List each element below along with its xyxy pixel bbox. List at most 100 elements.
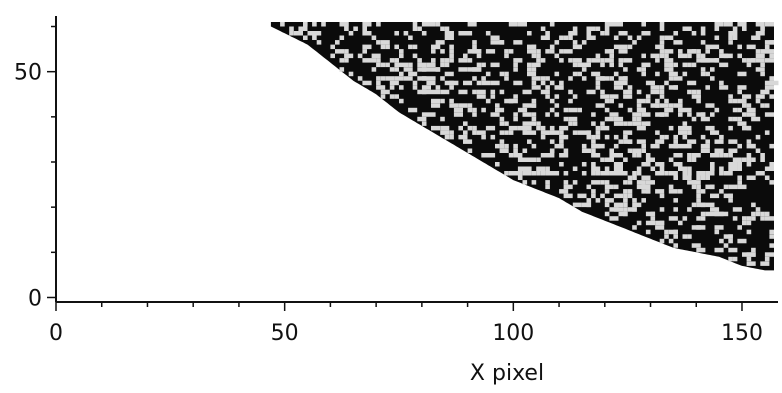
noise-pixel bbox=[563, 49, 573, 54]
noise-pixel bbox=[746, 220, 752, 226]
noise-pixel bbox=[591, 58, 601, 63]
noise-pixel bbox=[591, 134, 596, 140]
noise-pixel bbox=[682, 121, 688, 126]
noise-pixel bbox=[668, 157, 674, 162]
noise-pixel bbox=[399, 98, 404, 104]
noise-pixel bbox=[687, 153, 692, 158]
noise-pixel bbox=[668, 85, 678, 90]
noise-pixel bbox=[463, 130, 468, 135]
noise-pixel bbox=[728, 153, 733, 158]
noise-pixel bbox=[394, 62, 399, 68]
noise-pixel bbox=[696, 171, 706, 176]
noise-pixel bbox=[421, 31, 427, 36]
noise-pixel bbox=[691, 225, 701, 230]
noise-pixel bbox=[769, 143, 774, 149]
noise-pixel bbox=[490, 35, 496, 40]
noise-pixel bbox=[737, 85, 747, 90]
noise-pixel bbox=[760, 62, 765, 68]
noise-pixel bbox=[554, 143, 564, 149]
noise-pixel bbox=[568, 116, 578, 122]
noise-pixel bbox=[623, 130, 633, 135]
noise-pixel bbox=[513, 148, 518, 153]
noise-pixel bbox=[472, 112, 477, 117]
noise-pixel bbox=[700, 112, 706, 117]
noise-pixel bbox=[632, 202, 642, 208]
noise-pixel bbox=[522, 103, 528, 108]
noise-pixel bbox=[490, 125, 496, 131]
noise-pixel bbox=[641, 162, 646, 167]
noise-pixel bbox=[668, 143, 678, 149]
noise-pixel bbox=[394, 67, 399, 72]
noise-pixel bbox=[655, 71, 660, 77]
noise-pixel bbox=[618, 211, 628, 217]
noise-pixel bbox=[705, 58, 710, 63]
noise-pixel bbox=[664, 107, 674, 113]
noise-pixel bbox=[472, 130, 477, 135]
noise-pixel bbox=[641, 148, 646, 153]
noise-pixel bbox=[769, 162, 774, 167]
noise-pixel bbox=[435, 40, 445, 45]
noise-pixel bbox=[609, 157, 614, 162]
noise-pixel bbox=[508, 125, 518, 131]
noise-pixel bbox=[362, 22, 372, 27]
noise-pixel bbox=[527, 49, 537, 54]
noise-pixel bbox=[604, 184, 614, 190]
noise-pixel bbox=[742, 26, 747, 31]
noise-pixel bbox=[737, 143, 742, 149]
noise-pixel bbox=[705, 184, 715, 190]
noise-pixel bbox=[367, 58, 377, 63]
noise-pixel bbox=[664, 67, 674, 72]
noise-pixel bbox=[755, 94, 765, 99]
noise-pixel bbox=[696, 94, 701, 99]
noise-pixel bbox=[737, 184, 747, 190]
noise-pixel bbox=[595, 80, 601, 86]
noise-pixel bbox=[376, 22, 381, 27]
noise-pixel bbox=[609, 112, 619, 117]
noise-pixel bbox=[641, 107, 646, 113]
noise-pixel bbox=[636, 35, 642, 40]
noise-pixel bbox=[540, 80, 546, 86]
noise-pixel bbox=[440, 62, 445, 68]
noise-pixel bbox=[641, 184, 646, 190]
noise-pixel bbox=[769, 243, 774, 248]
noise-pixel bbox=[595, 85, 601, 90]
noise-pixel bbox=[531, 180, 537, 185]
noise-pixel bbox=[687, 234, 692, 239]
noise-pixel bbox=[499, 116, 505, 122]
noise-pixel bbox=[399, 85, 404, 90]
noise-pixel bbox=[591, 171, 596, 176]
noise-pixel bbox=[330, 44, 335, 50]
noise-pixel bbox=[394, 44, 399, 50]
noise-pixel bbox=[769, 180, 774, 185]
noise-pixel bbox=[682, 107, 692, 113]
noise-pixel bbox=[760, 26, 765, 31]
noise-pixel bbox=[344, 22, 349, 27]
noise-pixel bbox=[613, 44, 619, 50]
noise-pixel bbox=[700, 26, 706, 31]
noise-pixel bbox=[600, 76, 610, 81]
noise-pixel bbox=[618, 49, 628, 54]
noise-pixel bbox=[760, 49, 770, 54]
noise-pixel bbox=[536, 157, 541, 162]
noise-pixel bbox=[572, 40, 578, 45]
noise-pixel bbox=[431, 44, 441, 50]
noise-pixel bbox=[737, 166, 742, 171]
noise-pixel bbox=[458, 125, 463, 131]
noise-pixel bbox=[604, 202, 610, 208]
noise-pixel bbox=[691, 31, 697, 36]
noise-pixel bbox=[449, 85, 454, 90]
noise-pixel bbox=[604, 171, 610, 176]
noise-pixel bbox=[449, 44, 454, 50]
noise-pixel bbox=[467, 103, 473, 108]
noise-pixel bbox=[737, 71, 747, 77]
noise-pixel bbox=[673, 139, 678, 144]
noise-pixel bbox=[613, 153, 623, 158]
noise-pixel bbox=[554, 112, 560, 117]
noise-pixel bbox=[728, 94, 733, 99]
noise-pixel bbox=[522, 112, 528, 117]
noise-pixel bbox=[714, 35, 720, 40]
noise-pixel bbox=[714, 22, 724, 27]
noise-pixel bbox=[755, 171, 765, 176]
noise-pixel bbox=[577, 130, 582, 135]
noise-pixel bbox=[540, 35, 550, 40]
